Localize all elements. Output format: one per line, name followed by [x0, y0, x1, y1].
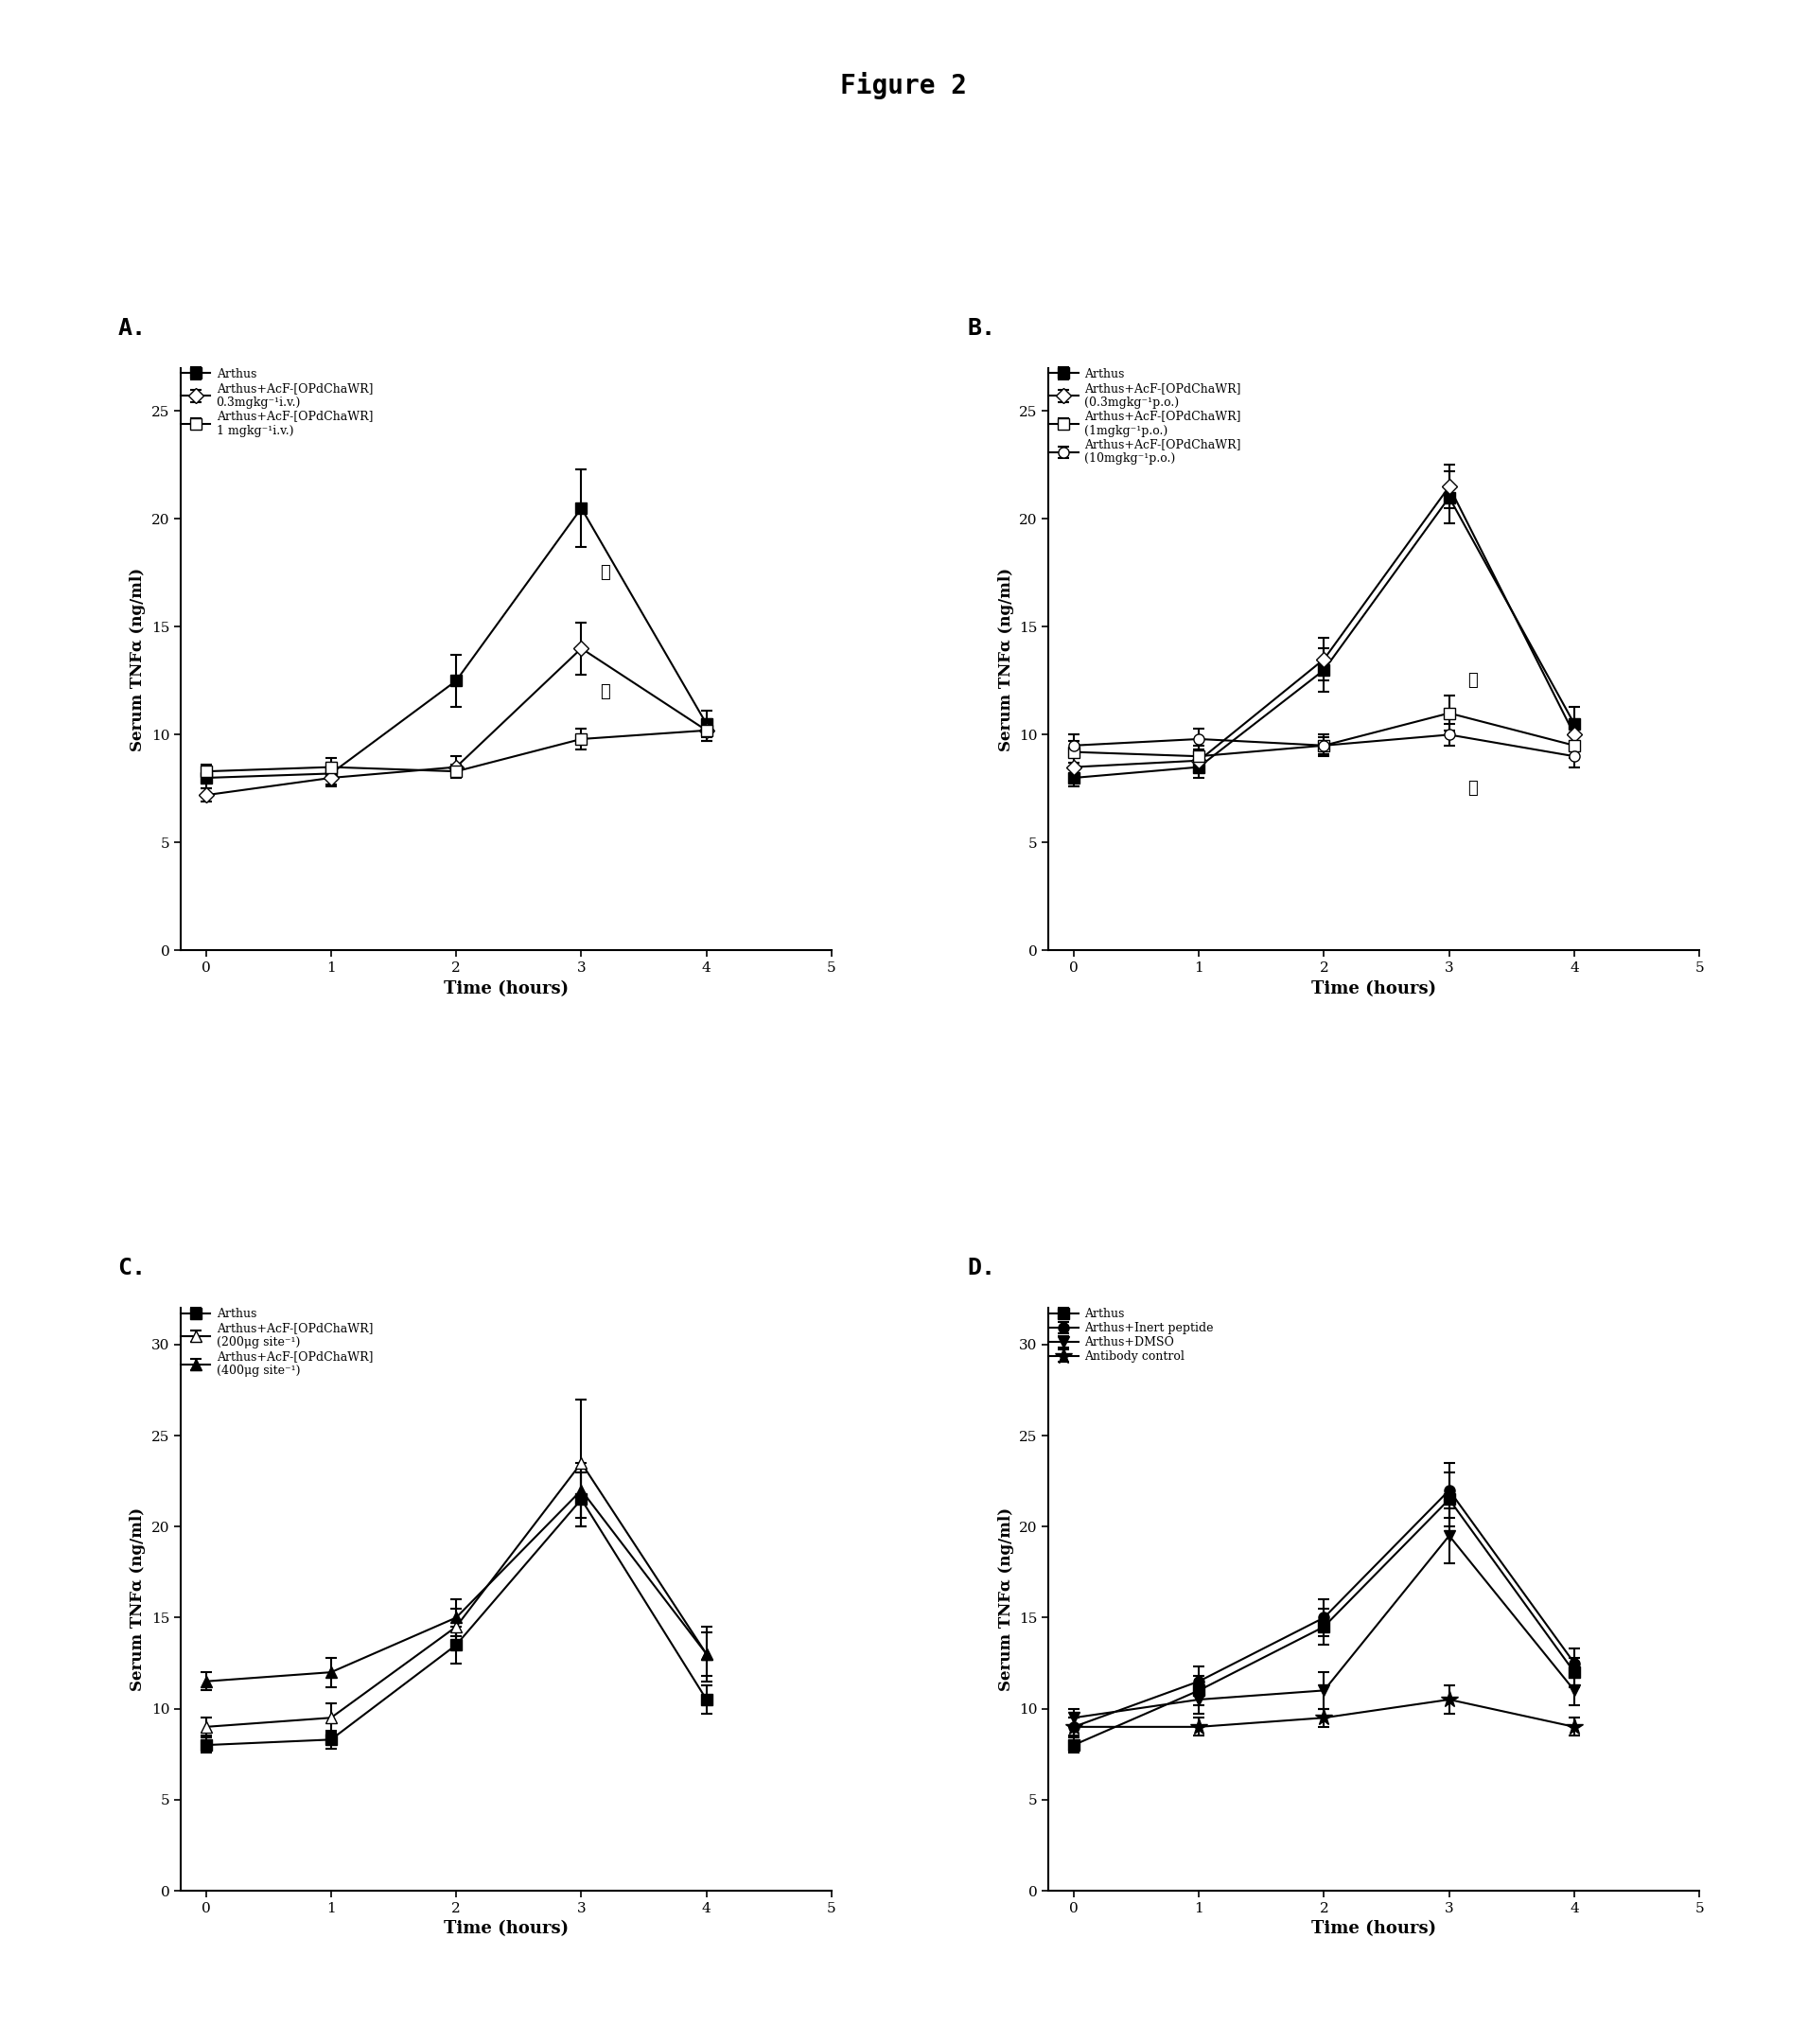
X-axis label: Time (hours): Time (hours) [1311, 1921, 1437, 1938]
X-axis label: Time (hours): Time (hours) [443, 1921, 570, 1938]
Y-axis label: Serum TNFα (ng/ml): Serum TNFα (ng/ml) [130, 568, 146, 750]
Legend: Arthus, Arthus+AcF-[OPdChaWR]
0.3mgkg⁻¹i.v.), Arthus+AcF-[OPdChaWR]
1 mgkg⁻¹i.v.: Arthus, Arthus+AcF-[OPdChaWR] 0.3mgkg⁻¹i… [181, 368, 372, 437]
Text: ★: ★ [600, 564, 611, 580]
Y-axis label: Serum TNFα (ng/ml): Serum TNFα (ng/ml) [998, 1508, 1014, 1690]
Text: ★: ★ [1468, 781, 1479, 797]
Text: C.: C. [118, 1257, 146, 1280]
Text: D.: D. [967, 1257, 996, 1280]
Y-axis label: Serum TNFα (ng/ml): Serum TNFα (ng/ml) [998, 568, 1014, 750]
Text: ★: ★ [600, 683, 611, 699]
X-axis label: Time (hours): Time (hours) [443, 981, 570, 997]
Text: Figure 2: Figure 2 [841, 72, 967, 98]
Text: A.: A. [118, 317, 146, 339]
Text: B.: B. [967, 317, 996, 339]
Legend: Arthus, Arthus+AcF-[OPdChaWR]
(200μg site⁻¹), Arthus+AcF-[OPdChaWR]
(400μg site⁻: Arthus, Arthus+AcF-[OPdChaWR] (200μg sit… [181, 1308, 372, 1378]
Text: ★: ★ [1468, 672, 1479, 689]
Legend: Arthus, Arthus+Inert peptide, Arthus+DMSO, Antibody control: Arthus, Arthus+Inert peptide, Arthus+DMS… [1049, 1308, 1213, 1363]
X-axis label: Time (hours): Time (hours) [1311, 981, 1437, 997]
Legend: Arthus, Arthus+AcF-[OPdChaWR]
(0.3mgkg⁻¹p.o.), Arthus+AcF-[OPdChaWR]
(1mgkg⁻¹p.o: Arthus, Arthus+AcF-[OPdChaWR] (0.3mgkg⁻¹… [1049, 368, 1240, 466]
Y-axis label: Serum TNFα (ng/ml): Serum TNFα (ng/ml) [130, 1508, 146, 1690]
